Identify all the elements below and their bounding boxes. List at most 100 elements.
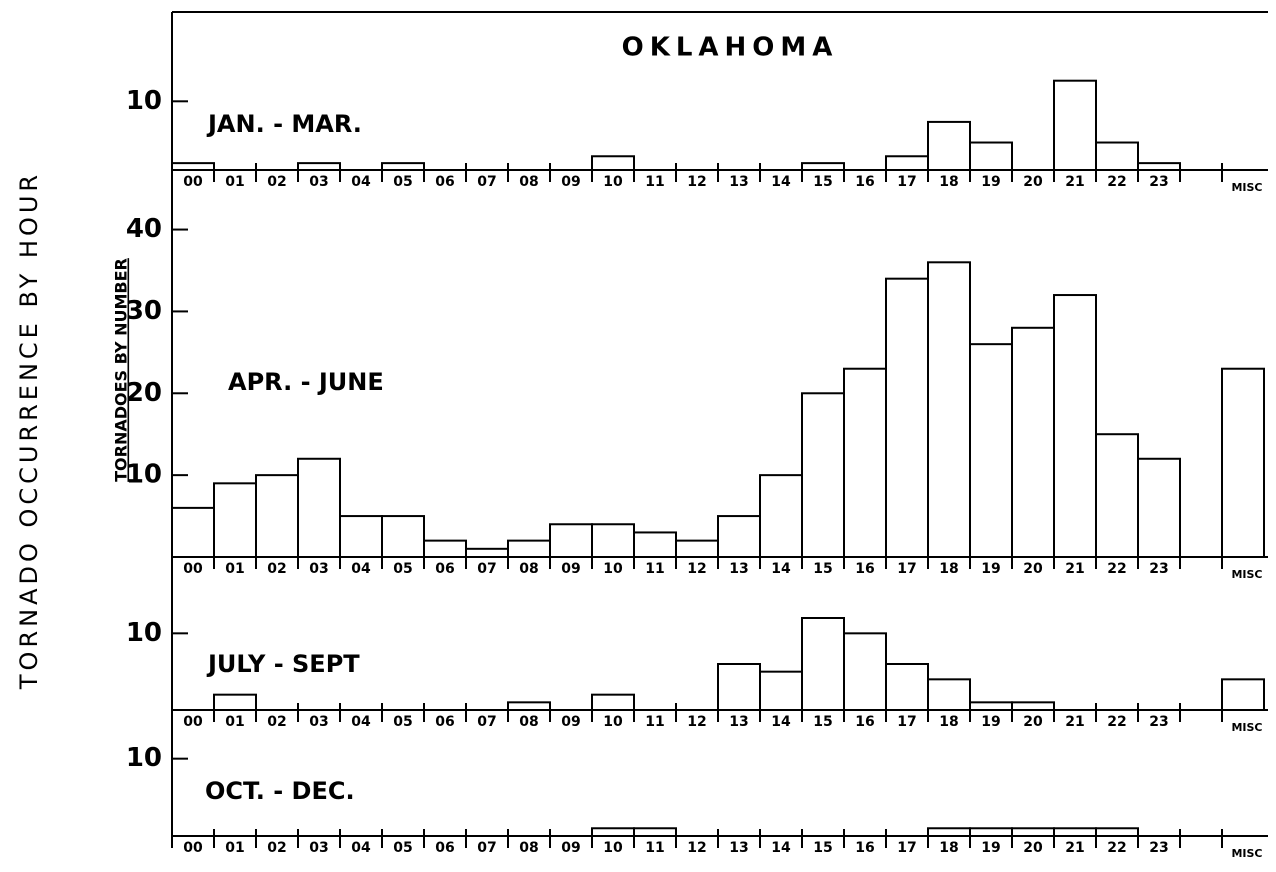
x-tick-label: 00 (183, 714, 203, 730)
bar (969, 701, 1013, 711)
x-tick-label: 22 (1107, 561, 1126, 577)
bar (633, 827, 677, 837)
x-tick-label: 18 (939, 714, 958, 730)
x-tick-label: 15 (813, 561, 832, 577)
x-tick-label: 06 (435, 840, 454, 856)
x-tick-label: 01 (225, 840, 244, 856)
x-tick-label: 19 (981, 840, 1000, 856)
x-tick-label: 14 (771, 174, 791, 190)
x-tick-label: 09 (561, 174, 580, 190)
x-tick-label: 11 (645, 714, 664, 730)
bar (171, 162, 215, 171)
x-tick-label: 15 (813, 714, 832, 730)
x-tick-label: 06 (435, 174, 454, 190)
bar (465, 547, 509, 559)
x-tick-label: 20 (1023, 561, 1043, 577)
x-tick-label: 00 (183, 561, 203, 577)
x-tick-label: 02 (267, 840, 286, 856)
bar (1053, 294, 1097, 558)
bar (381, 162, 425, 171)
x-tick-label: 16 (855, 714, 874, 730)
y-tick-label: 20 (126, 378, 162, 408)
x-tick-label: 11 (645, 174, 664, 190)
x-tick-label: 17 (897, 174, 916, 190)
x-tick-label: 16 (855, 561, 874, 577)
bar (675, 539, 719, 559)
x-tick-label: 05 (393, 561, 412, 577)
bar (801, 617, 845, 711)
x-tick-label: MISC (1231, 568, 1262, 581)
y-tick-label: 30 (126, 296, 162, 326)
x-tick-label: 00 (183, 174, 203, 190)
bar (885, 277, 929, 558)
bar (1221, 367, 1265, 558)
x-tick-label: 03 (309, 174, 328, 190)
x-tick-label: 13 (729, 714, 748, 730)
x-tick-label: 20 (1023, 840, 1043, 856)
y-axis-sublabel: TORNADOES BY NUMBER (112, 258, 131, 482)
y-tick-label: 10 (126, 743, 162, 773)
x-tick-label: 19 (981, 561, 1000, 577)
bar (297, 162, 341, 171)
bar (1011, 326, 1055, 559)
x-tick-label: 08 (519, 561, 538, 577)
bar (1137, 162, 1181, 171)
x-tick-label: 17 (897, 840, 916, 856)
panel-label: OCT. - DEC. (205, 777, 355, 805)
x-tick-label: 08 (519, 840, 538, 856)
x-tick-label: 09 (561, 840, 580, 856)
x-tick-label: 04 (351, 714, 371, 730)
x-tick-label: 01 (225, 714, 244, 730)
bar (885, 155, 929, 171)
x-tick-label: 14 (771, 561, 791, 577)
x-tick-label: 01 (225, 174, 244, 190)
x-tick-label: 12 (687, 561, 706, 577)
bar (507, 539, 551, 559)
x-tick-label: 23 (1149, 174, 1168, 190)
x-tick-label: 11 (645, 840, 664, 856)
y-tick-label: 10 (126, 460, 162, 490)
bar (1053, 827, 1097, 837)
x-tick-label: 02 (267, 561, 286, 577)
y-tick-label: 10 (126, 618, 162, 648)
x-tick-label: 21 (1065, 174, 1084, 190)
bar (885, 663, 929, 711)
x-tick-label: 22 (1107, 174, 1126, 190)
x-tick-label: 21 (1065, 840, 1084, 856)
x-tick-label: 08 (519, 174, 538, 190)
bar (1137, 457, 1181, 559)
x-tick-label: 21 (1065, 714, 1084, 730)
x-tick-label: 07 (477, 561, 496, 577)
x-tick-label: 05 (393, 714, 412, 730)
bar (801, 162, 845, 171)
x-tick-label: 18 (939, 174, 958, 190)
x-tick-label: 07 (477, 840, 496, 856)
x-tick-label: 15 (813, 840, 832, 856)
x-tick-label: 19 (981, 714, 1000, 730)
x-tick-label: MISC (1231, 721, 1262, 734)
x-tick-label: 08 (519, 714, 538, 730)
x-tick-label: 07 (477, 714, 496, 730)
x-tick-label: 05 (393, 840, 412, 856)
x-tick-label: 20 (1023, 174, 1043, 190)
x-tick-label: 20 (1023, 714, 1043, 730)
x-tick-label: 02 (267, 714, 286, 730)
x-tick-label: 16 (855, 840, 874, 856)
x-tick-label: 14 (771, 840, 791, 856)
panel-label: JAN. - MAR. (206, 110, 362, 138)
bar (507, 701, 551, 711)
panel-label: JULY - SEPT (206, 650, 360, 678)
x-tick-label: 17 (897, 714, 916, 730)
bar (255, 474, 299, 558)
x-tick-label: 16 (855, 174, 874, 190)
x-tick-label: 23 (1149, 714, 1168, 730)
bar (423, 539, 467, 559)
x-tick-label: 23 (1149, 561, 1168, 577)
x-tick-label: 15 (813, 174, 832, 190)
x-tick-label: 11 (645, 561, 664, 577)
bar (1095, 141, 1139, 172)
bar (381, 515, 425, 558)
x-tick-label: 06 (435, 561, 454, 577)
x-tick-label: 12 (687, 174, 706, 190)
